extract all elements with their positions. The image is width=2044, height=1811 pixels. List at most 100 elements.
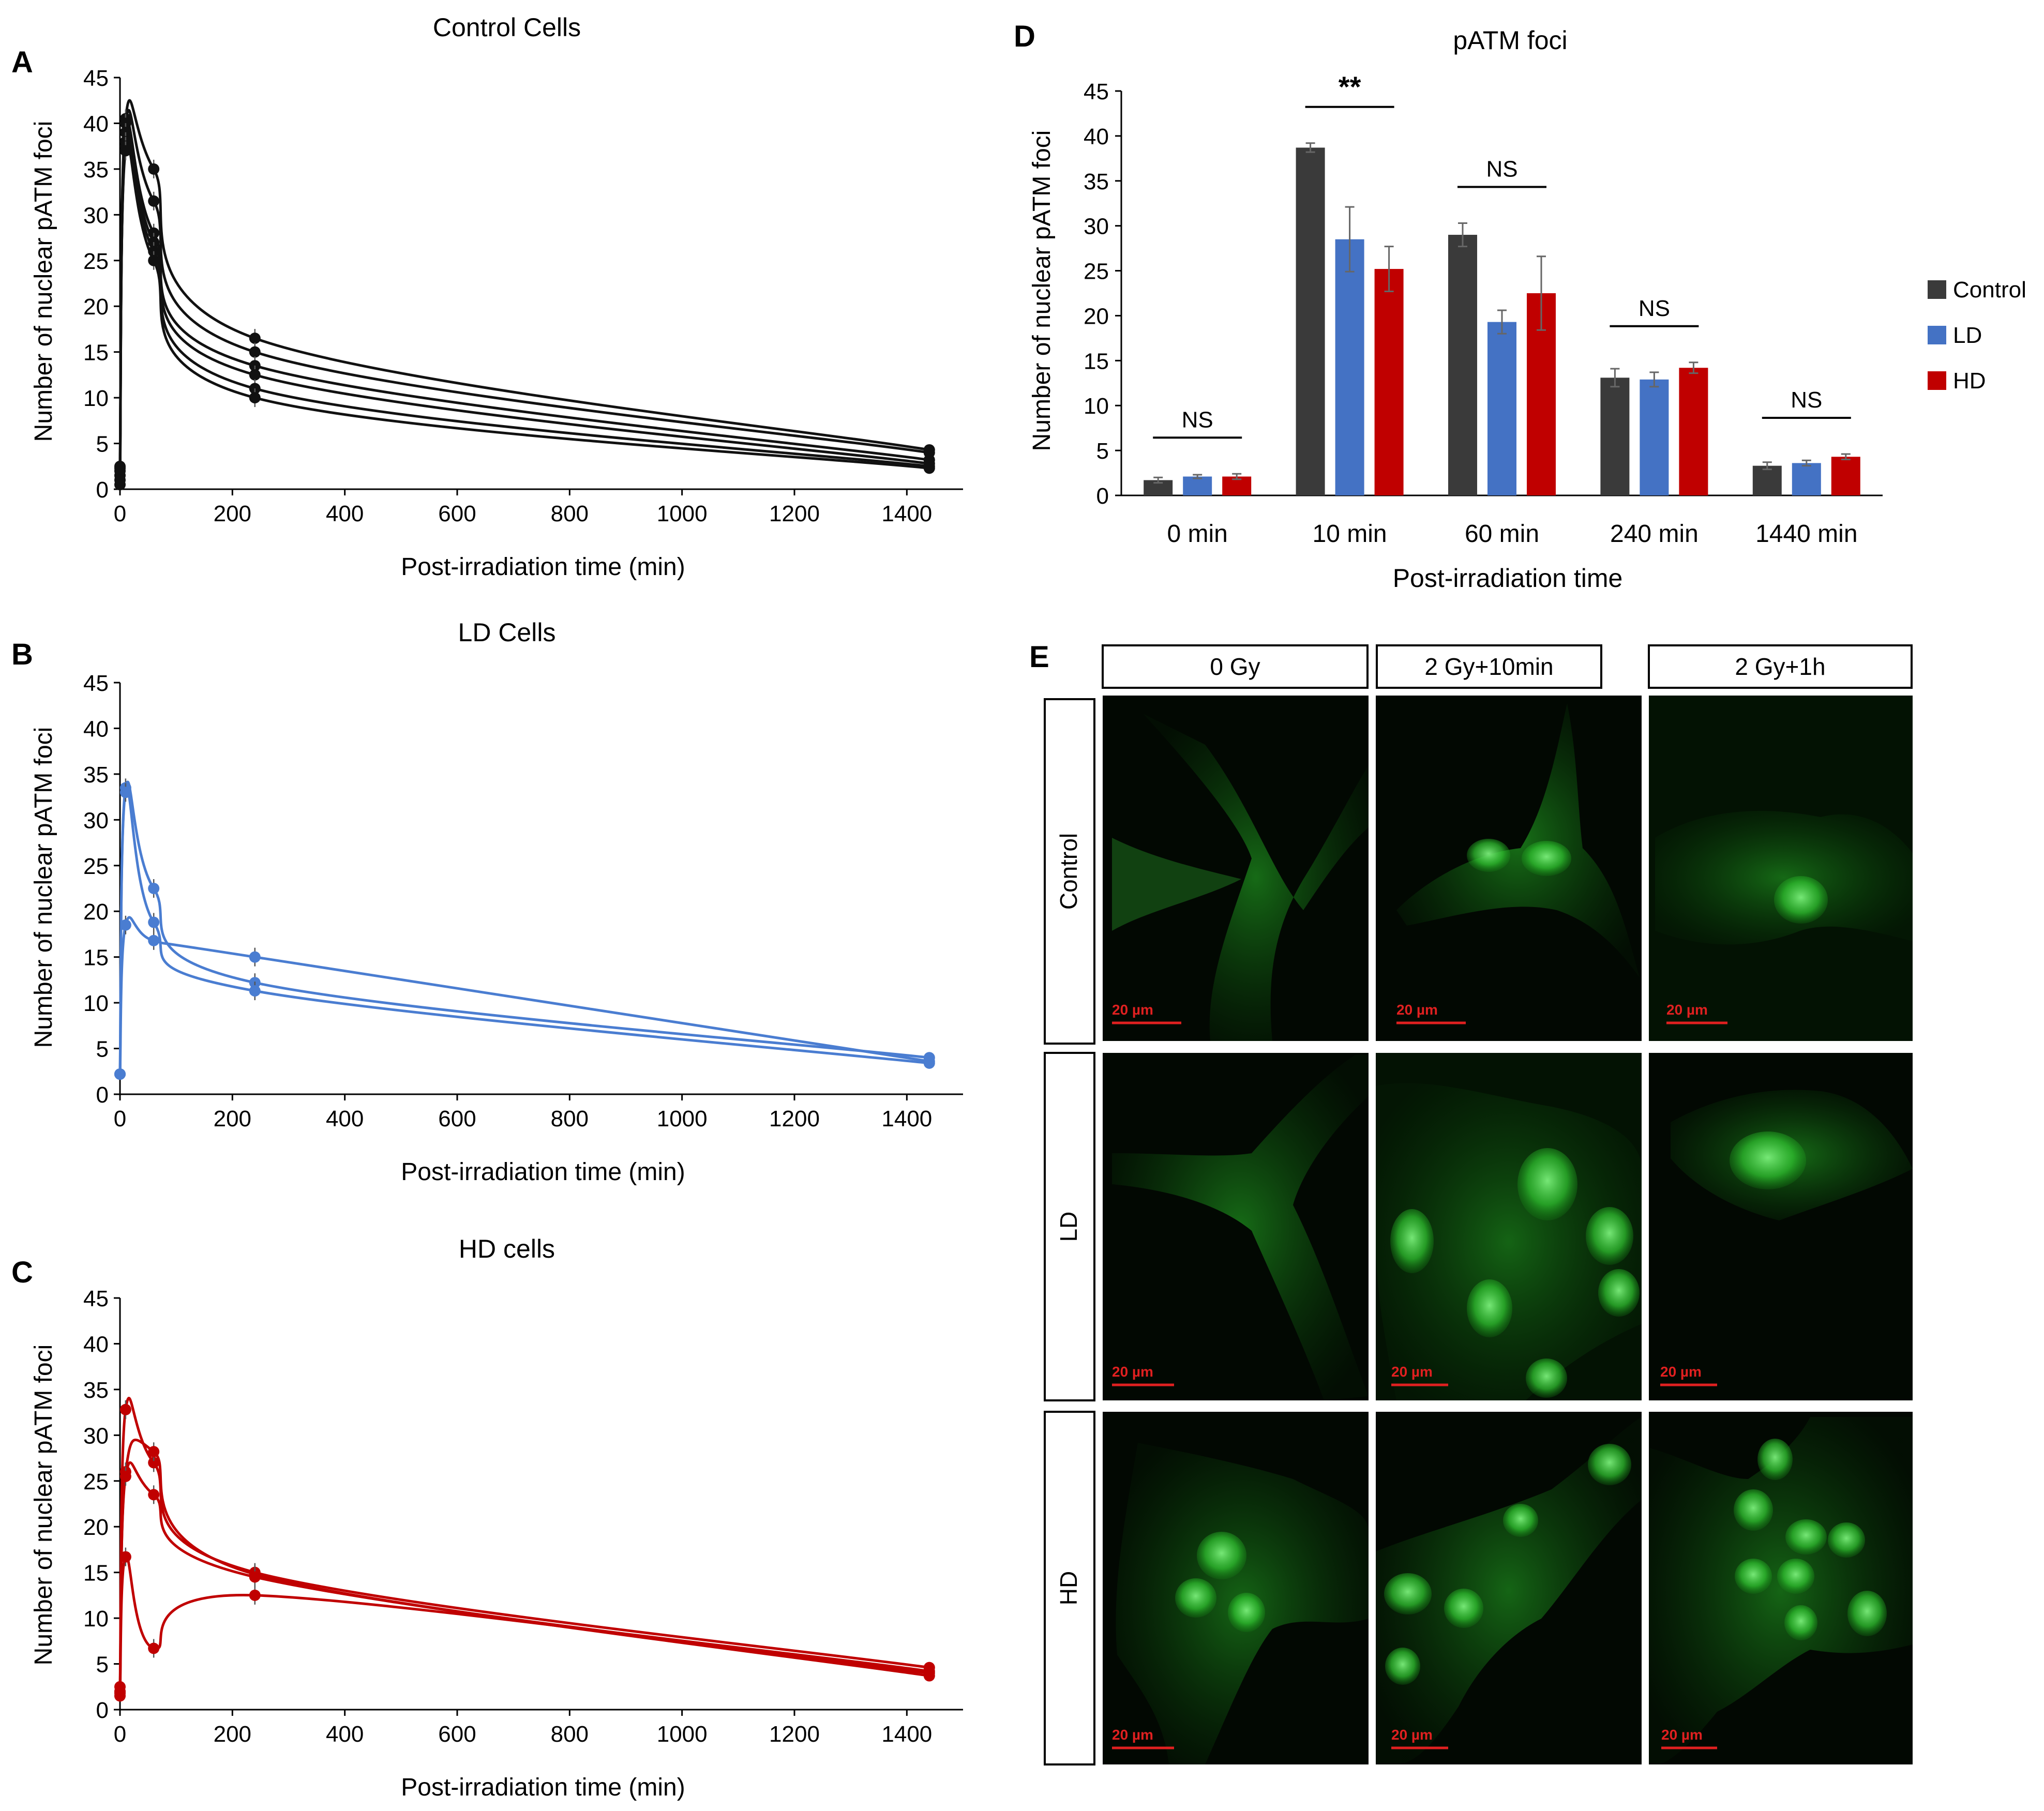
significance-label: NS: [1182, 407, 1213, 432]
data-point: [114, 1068, 126, 1080]
bar: [1374, 269, 1404, 495]
svg-text:20 µm: 20 µm: [1391, 1727, 1433, 1743]
scale-bar: 20 µm: [1391, 1727, 1448, 1749]
data-point: [119, 1551, 131, 1563]
y-tick-label: 30: [83, 203, 109, 228]
data-point: [119, 1470, 131, 1482]
y-tick-label: 5: [96, 432, 109, 457]
legend-label: LD: [1953, 323, 1982, 348]
data-point: [148, 916, 160, 928]
significance-label: NS: [1639, 296, 1670, 321]
x-tick-label: 0: [114, 1722, 126, 1747]
data-point: [148, 1489, 160, 1501]
svg-text:20 µm: 20 µm: [1112, 1364, 1153, 1380]
panel-letter-b: B: [11, 638, 33, 671]
y-tick-label: 20: [83, 294, 109, 320]
y-tick-label: 45: [83, 1286, 109, 1311]
data-point: [119, 1403, 131, 1415]
row-header-ld: LD: [1044, 1052, 1095, 1401]
scale-bar: 20 µm: [1666, 1002, 1727, 1024]
scale-bar: 20 µm: [1396, 1002, 1466, 1024]
y-tick-label: 5: [1096, 439, 1109, 464]
y-tick-label: 40: [1084, 124, 1109, 149]
data-point: [249, 333, 261, 344]
series-line: [118, 788, 930, 1075]
bar: [1448, 235, 1477, 495]
line-chart-control: Control Cells Number of nuclear pATM foc…: [30, 13, 963, 581]
column-header-0gy: 0 Gy: [1102, 644, 1369, 689]
data-point: [249, 346, 261, 358]
y-tick-label: 15: [83, 340, 109, 366]
y-tick-label: 30: [1084, 214, 1109, 239]
scale-bar: 20 µm: [1112, 1727, 1174, 1749]
data-point: [249, 1589, 261, 1601]
svg-text:2 Gy+10min: 2 Gy+10min: [1424, 653, 1553, 680]
x-tick-label: 600: [438, 501, 476, 526]
micrograph-hd-0gy: [1103, 1412, 1369, 1764]
x-axis-label: Post-irradiation time (min): [401, 553, 685, 581]
data-point: [249, 951, 261, 963]
x-tick-label: 600: [438, 1106, 476, 1131]
data-point: [119, 787, 131, 798]
y-axis-label: Number of nuclear pATM foci: [30, 121, 57, 442]
bar: [1640, 379, 1669, 495]
legend-label: Control: [1953, 277, 2026, 303]
data-point: [249, 1571, 261, 1583]
significance-label: NS: [1486, 156, 1517, 182]
y-axis-label: Number of nuclear pATM foci: [30, 727, 57, 1048]
data-point: [119, 145, 131, 157]
x-tick-label: 1200: [769, 1722, 820, 1747]
data-point: [148, 934, 160, 946]
y-tick-label: 20: [83, 1515, 109, 1540]
x-tick-label: 10 min: [1313, 520, 1387, 548]
data-point: [114, 460, 126, 472]
y-tick-label: 40: [83, 1332, 109, 1357]
series-line: [118, 1397, 930, 1687]
x-tick-label: 0: [114, 501, 126, 526]
y-tick-label: 15: [83, 945, 109, 971]
line-chart-ld: LD Cells Number of nuclear pATM foci Pos…: [30, 618, 963, 1186]
svg-text:20 µm: 20 µm: [1112, 1727, 1153, 1743]
micrograph-control-2gy-10min: [1376, 696, 1642, 1041]
x-tick-label: 200: [214, 1106, 251, 1131]
x-tick-label: 1400: [881, 501, 932, 526]
y-tick-label: 40: [83, 111, 109, 137]
svg-text:20 µm: 20 µm: [1391, 1364, 1433, 1380]
bar: [1752, 465, 1782, 495]
data-point: [148, 883, 160, 894]
scale-bar: 20 µm: [1661, 1727, 1717, 1749]
x-tick-label: 800: [551, 501, 589, 526]
legend-swatch: [1928, 371, 1946, 390]
data-point: [923, 1055, 935, 1067]
y-tick-label: 15: [83, 1561, 109, 1586]
svg-text:20 µm: 20 µm: [1661, 1727, 1703, 1743]
data-point: [148, 1446, 160, 1458]
series-line: [118, 137, 930, 480]
column-header-2gy-1h: 2 Gy+1h: [1648, 644, 1913, 689]
bar-chart-patm-foci: pATM foci Number of nuclear pATM foci Po…: [1028, 26, 2026, 593]
chart-title: HD cells: [459, 1234, 555, 1263]
x-tick-label: 0 min: [1167, 520, 1228, 548]
panel-letter-d: D: [1014, 20, 1035, 53]
micrograph-ld-0gy: [1103, 1053, 1369, 1400]
data-point: [923, 1667, 935, 1679]
y-axis-label: Number of nuclear pATM foci: [30, 1345, 57, 1666]
x-tick-label: 1200: [769, 1106, 820, 1131]
y-tick-label: 35: [1084, 169, 1109, 194]
x-tick-label: 600: [438, 1722, 476, 1747]
micrograph-ld-2gy-10min: [1376, 1053, 1642, 1400]
micrograph-control-0gy: [1103, 696, 1369, 1041]
svg-text:Control: Control: [1055, 833, 1082, 910]
bar: [1831, 457, 1860, 495]
panel-letter-a: A: [11, 46, 33, 79]
y-tick-label: 45: [83, 671, 109, 696]
bar: [1792, 463, 1821, 495]
y-tick-label: 10: [83, 1606, 109, 1632]
micrograph-control-2gy-1h: [1649, 696, 1913, 1041]
svg-text:20 µm: 20 µm: [1112, 1002, 1153, 1018]
x-tick-label: 1200: [769, 501, 820, 526]
series-line: [118, 1555, 930, 1696]
y-tick-label: 30: [83, 1423, 109, 1448]
y-tick-label: 45: [1084, 79, 1109, 104]
x-tick-label: 0: [114, 1106, 126, 1131]
